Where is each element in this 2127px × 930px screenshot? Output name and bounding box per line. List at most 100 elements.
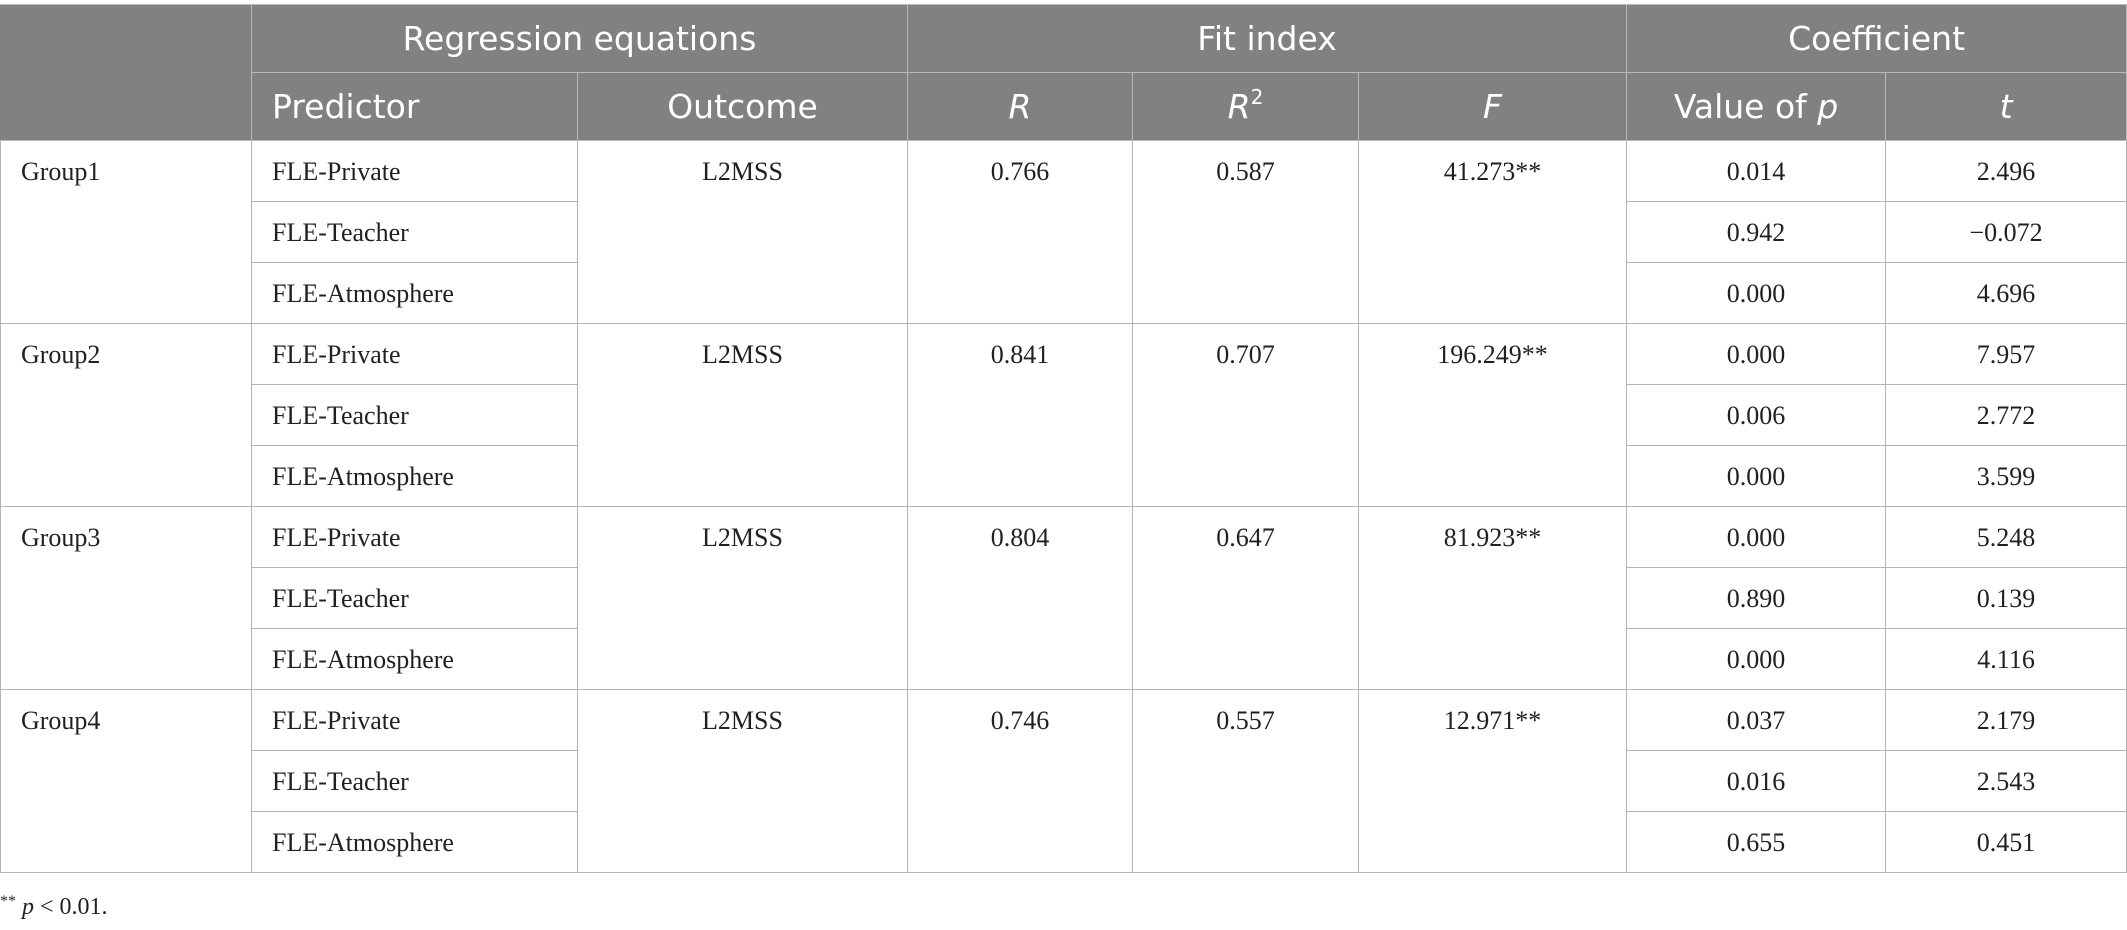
header-r-squared-base: R	[1227, 87, 1251, 126]
p-value: 0.000	[1726, 340, 1786, 369]
p-cell: 0.000	[1626, 445, 1887, 507]
group-name: Group1	[21, 157, 101, 186]
r2-value: 0.587	[1216, 157, 1275, 186]
r-value: 0.766	[990, 157, 1050, 186]
predictor-cell: FLE-Private	[251, 140, 578, 202]
header-f: F	[1358, 72, 1628, 141]
p-value: 0.000	[1726, 279, 1786, 308]
t-value: 7.957	[1976, 340, 2036, 369]
t-value: 0.451	[1976, 828, 2036, 857]
r-cell: 0.841	[907, 323, 1134, 507]
predictor-cell: FLE-Private	[251, 506, 578, 568]
predictor-cell: FLE-Teacher	[251, 384, 578, 446]
predictor-cell: FLE-Private	[251, 323, 578, 385]
predictor-cell: FLE-Atmosphere	[251, 628, 578, 690]
outcome: L2MSS	[702, 706, 783, 735]
r2-cell: 0.647	[1132, 506, 1360, 690]
p-value: 0.000	[1726, 523, 1786, 552]
r2-value: 0.647	[1216, 523, 1275, 552]
t-value: 2.772	[1976, 401, 2036, 430]
header-outcome: Outcome	[576, 72, 909, 141]
group-name-cell: Group4	[0, 689, 252, 873]
predictor: FLE-Private	[272, 340, 401, 369]
p-value: 0.006	[1726, 401, 1786, 430]
t-cell: 2.543	[1885, 750, 2127, 812]
p-value: 0.942	[1726, 218, 1786, 247]
r-cell: 0.804	[907, 506, 1134, 690]
predictor: FLE-Atmosphere	[272, 462, 454, 491]
r-cell: 0.746	[907, 689, 1134, 873]
predictor: FLE-Teacher	[272, 218, 409, 247]
group-name: Group2	[21, 340, 101, 369]
p-cell: 0.942	[1626, 201, 1887, 263]
t-value: 0.139	[1976, 584, 2036, 613]
p-cell: 0.655	[1626, 811, 1887, 873]
t-cell: 2.496	[1885, 140, 2127, 202]
table-row: Group4 FLE-Private L2MSS 0.746 0.557 12.…	[0, 689, 2127, 873]
f-value: 196.249**	[1437, 340, 1548, 369]
t-cell: 5.248	[1885, 506, 2127, 568]
predictor: FLE-Atmosphere	[272, 828, 454, 857]
outcome-cell: L2MSS	[576, 689, 909, 873]
group-name-cell: Group1	[0, 140, 252, 324]
header-t-text: t	[1999, 87, 2013, 126]
outcome: L2MSS	[702, 523, 783, 552]
r-cell: 0.766	[907, 140, 1134, 324]
t-cell: 7.957	[1885, 323, 2127, 385]
p-value: 0.000	[1726, 462, 1786, 491]
predictor: FLE-Private	[272, 523, 401, 552]
outcome-cell: L2MSS	[576, 323, 909, 507]
table-row: FLE-Teacher 0.016 2.543	[1, 750, 2127, 812]
p-cell: 0.014	[1626, 140, 1887, 202]
header-r-text: R	[1008, 87, 1032, 126]
predictor: FLE-Teacher	[272, 401, 409, 430]
regression-table: Regression equations Fit index Coefficie…	[0, 4, 2127, 873]
t-value: 3.599	[1976, 462, 2036, 491]
header-empty-cell	[0, 4, 252, 141]
t-value: 5.248	[1976, 523, 2036, 552]
f-cell: 81.923**	[1358, 506, 1628, 690]
outcome: L2MSS	[702, 157, 783, 186]
table-row: FLE-Teacher 0.942 −0.072	[1, 201, 2127, 263]
header-r-squared: R2	[1132, 72, 1360, 141]
f-cell: 41.273**	[1358, 140, 1628, 324]
f-cell: 12.971**	[1358, 689, 1628, 873]
table-row: Group1 FLE-Private L2MSS 0.766 0.587 41.…	[0, 140, 2127, 324]
p-cell: 0.000	[1626, 506, 1887, 568]
t-cell: 2.179	[1885, 689, 2127, 751]
t-value: 4.696	[1976, 279, 2036, 308]
p-value: 0.037	[1726, 706, 1786, 735]
p-value: 0.016	[1726, 767, 1786, 796]
r-value: 0.841	[990, 340, 1050, 369]
predictor-cell: FLE-Teacher	[251, 750, 578, 812]
r2-value: 0.557	[1216, 706, 1275, 735]
p-cell: 0.000	[1626, 262, 1887, 324]
footnote-text: < 0.01.	[34, 894, 108, 920]
header-coefficient: Coefficient	[1626, 4, 2127, 73]
t-cell: 3.599	[1885, 445, 2127, 507]
group-name-cell: Group2	[0, 323, 252, 507]
table-row: FLE-Atmosphere 0.000 4.116	[1, 628, 2127, 690]
t-value: 2.496	[1976, 157, 2036, 186]
header-r-squared-exponent: 2	[1250, 85, 1264, 109]
header-column-row: Predictor Outcome R R2 F Value of p t	[1, 72, 2127, 141]
f-cell: 196.249**	[1358, 323, 1628, 507]
f-value: 12.971**	[1443, 706, 1542, 735]
predictor: FLE-Teacher	[272, 584, 409, 613]
t-value: 4.116	[1977, 645, 2035, 674]
header-r: R	[907, 72, 1134, 141]
outcome-cell: L2MSS	[576, 140, 909, 324]
table-row: FLE-Atmosphere 0.655 0.451	[1, 811, 2127, 873]
p-cell: 0.000	[1626, 628, 1887, 690]
t-value: 2.179	[1976, 706, 2036, 735]
t-value: 2.543	[1976, 767, 2036, 796]
f-value: 81.923**	[1443, 523, 1542, 552]
header-regression-equations: Regression equations	[250, 4, 909, 73]
p-value: 0.014	[1726, 157, 1786, 186]
header-predictor: Predictor	[251, 72, 578, 141]
t-cell: 0.451	[1885, 811, 2127, 873]
r2-cell: 0.557	[1132, 689, 1360, 873]
f-value: 41.273**	[1443, 157, 1542, 186]
p-value: 0.890	[1726, 584, 1786, 613]
predictor-cell: FLE-Private	[251, 689, 578, 751]
